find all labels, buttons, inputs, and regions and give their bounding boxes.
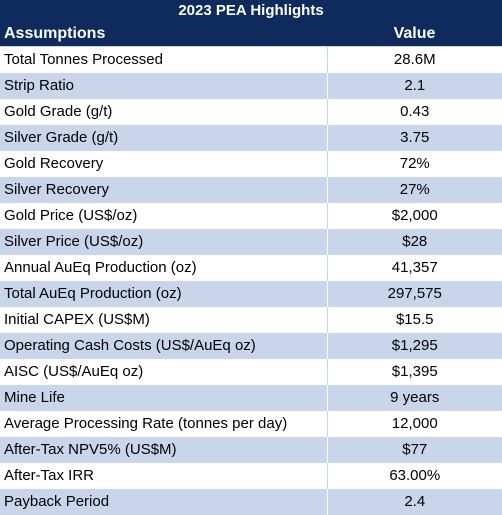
row-label: Gold Grade (g/t): [0, 98, 328, 125]
table-row: Silver Recovery 27%: [0, 176, 502, 203]
row-label: Annual AuEq Production (oz): [0, 254, 328, 281]
row-label: Initial CAPEX (US$M): [0, 306, 328, 333]
table-row: Gold Recovery 72%: [0, 150, 502, 177]
row-label: Mine Life: [0, 384, 328, 411]
row-label: Total Tonnes Processed: [0, 46, 328, 73]
row-value: 72%: [327, 150, 502, 177]
row-label: After-Tax IRR: [0, 462, 328, 489]
table-row: Payback Period 2.4: [0, 488, 502, 515]
row-value: 9 years: [327, 384, 502, 411]
row-label: After-Tax NPV5% (US$M): [0, 436, 328, 463]
column-header-assumptions: Assumptions: [0, 21, 327, 47]
row-label: Operating Cash Costs (US$/AuEq oz): [0, 332, 328, 359]
row-label: Silver Grade (g/t): [0, 124, 328, 151]
row-value: 28.6M: [327, 46, 502, 73]
table-row: After-Tax IRR 63.00%: [0, 462, 502, 489]
table-row: Initial CAPEX (US$M) $15.5: [0, 306, 502, 333]
table-row: Strip Ratio 2.1: [0, 72, 502, 99]
row-label: Payback Period: [0, 488, 328, 515]
row-value: $2,000: [327, 202, 502, 229]
table-row: Average Processing Rate (tonnes per day)…: [0, 410, 502, 437]
row-label: Gold Recovery: [0, 150, 328, 177]
table-row: Silver Grade (g/t) 3.75: [0, 124, 502, 151]
row-value: 27%: [327, 176, 502, 203]
row-value: 0.43: [327, 98, 502, 125]
row-label: Total AuEq Production (oz): [0, 280, 328, 307]
table-row: Total Tonnes Processed 28.6M: [0, 46, 502, 73]
row-value: $28: [327, 228, 502, 255]
row-value: 3.75: [327, 124, 502, 151]
row-label: Average Processing Rate (tonnes per day): [0, 410, 328, 437]
table-title-row: 2023 PEA Highlights: [0, 0, 502, 21]
table-row: Operating Cash Costs (US$/AuEq oz) $1,295: [0, 332, 502, 359]
table-body: Total Tonnes Processed 28.6M Strip Ratio 2.…: [0, 46, 502, 515]
table-row: Silver Price (US$/oz) $28: [0, 228, 502, 255]
row-value: $77: [327, 436, 502, 463]
row-value: 12,000: [327, 410, 502, 437]
row-value: 297,575: [327, 280, 502, 307]
row-value: 2.1: [327, 72, 502, 99]
table-row: Total AuEq Production (oz) 297,575: [0, 280, 502, 307]
row-value: 2.4: [327, 488, 502, 515]
row-value: $1,395: [327, 358, 502, 385]
table-row: Gold Grade (g/t) 0.43: [0, 98, 502, 125]
row-label: AISC (US$/AuEq oz): [0, 358, 328, 385]
table-row: AISC (US$/AuEq oz) $1,395: [0, 358, 502, 385]
row-value: 41,357: [327, 254, 502, 281]
table-header-row: Assumptions Value: [0, 21, 502, 47]
table-row: Mine Life 9 years: [0, 384, 502, 411]
row-label: Strip Ratio: [0, 72, 328, 99]
row-label: Gold Price (US$/oz): [0, 202, 328, 229]
row-value: $15.5: [327, 306, 502, 333]
row-value: 63.00%: [327, 462, 502, 489]
row-value: $1,295: [327, 332, 502, 359]
row-label: Silver Recovery: [0, 176, 328, 203]
table-title: 2023 PEA Highlights: [0, 0, 502, 21]
table-row: After-Tax NPV5% (US$M) $77: [0, 436, 502, 463]
table-row: Annual AuEq Production (oz) 41,357: [0, 254, 502, 281]
column-header-value: Value: [327, 21, 502, 47]
table-row: Gold Price (US$/oz) $2,000: [0, 202, 502, 229]
row-label: Silver Price (US$/oz): [0, 228, 328, 255]
